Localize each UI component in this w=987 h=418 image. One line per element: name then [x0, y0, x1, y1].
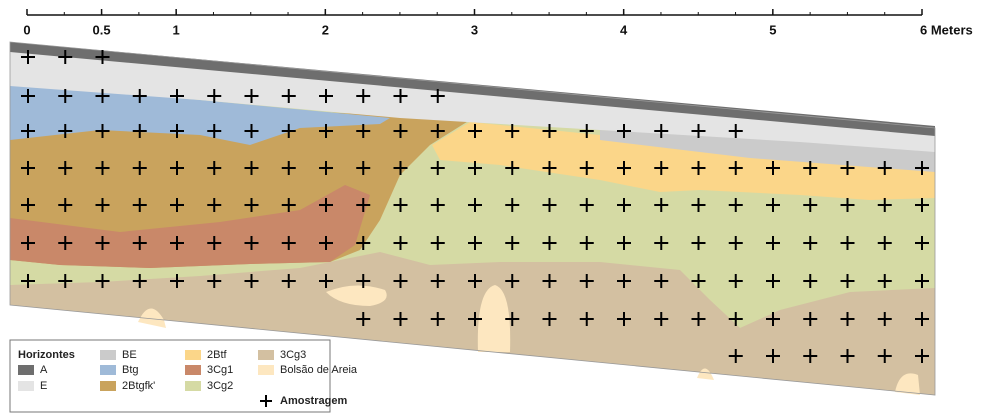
legend-swatch	[100, 350, 116, 360]
legend-title: Horizontes	[18, 349, 75, 361]
scale-label: 1	[173, 22, 180, 37]
scale-label: 6 Meters	[920, 22, 973, 37]
legend-label: E	[40, 380, 47, 392]
scale-label: 0.5	[93, 22, 111, 37]
scale-label: 5	[769, 22, 776, 37]
legend-swatch	[18, 381, 34, 391]
soil-profile: Horizontes 0 0.5 1 2 3 4 5 6 Meters AE BE Btg 2Btgf…	[0, 0, 987, 418]
legend-label: BE	[122, 349, 137, 361]
legend-swatch	[258, 350, 274, 360]
scale-label: 3	[471, 22, 478, 37]
legend-swatch	[100, 381, 116, 391]
scale-label: 0	[23, 22, 30, 37]
legend-label: Bolsão de Areia	[280, 364, 358, 376]
legend-label: 3Cg1	[207, 364, 233, 376]
scale-label: 2	[322, 22, 329, 37]
legend-label: Amostragem	[280, 395, 347, 407]
legend-label: 3Cg2	[207, 380, 233, 392]
legend-swatch	[18, 365, 34, 375]
legend-swatch	[185, 365, 201, 375]
legend-swatch	[258, 365, 274, 375]
legend-label: 2Btgfk'	[122, 380, 155, 392]
legend-swatch	[100, 365, 116, 375]
legend-swatch	[185, 350, 201, 360]
legend-label: Btg	[122, 364, 139, 376]
legend-label: 3Cg3	[280, 349, 306, 361]
legend-label: A	[40, 364, 48, 376]
scale-label: 4	[620, 22, 628, 37]
legend-label: 2Btf	[207, 349, 228, 361]
legend-swatch	[185, 381, 201, 391]
